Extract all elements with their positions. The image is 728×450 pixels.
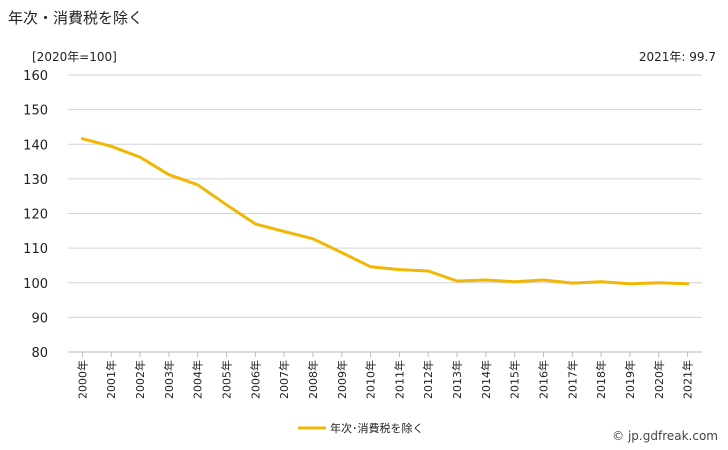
data-point — [311, 237, 315, 240]
x-tick-label: 2021年 — [681, 360, 695, 399]
data-point — [542, 278, 545, 282]
x-axis: 2000年 2001年 2002年 2003年 2004年 2005年 2006年 2007年… — [75, 352, 695, 399]
x-tick-label: 2009年 — [335, 360, 349, 399]
x-tick-label: 2007年 — [277, 360, 291, 399]
data-point — [427, 269, 430, 273]
data-point — [571, 281, 574, 285]
y-tick-label: 110 — [23, 242, 48, 257]
x-tick-label: 2013年 — [450, 360, 464, 399]
x-tick-label: 2006年 — [248, 360, 262, 399]
data-point — [398, 268, 401, 271]
legend-label: 年次･消費税を除く — [330, 421, 424, 435]
data-point — [686, 282, 689, 285]
data-point — [138, 155, 142, 159]
data-point — [110, 145, 113, 148]
data-point — [484, 278, 488, 282]
unit-label: [2020年=100] — [32, 50, 117, 64]
x-tick-label: 2004年 — [191, 360, 205, 399]
x-tick-label: 2014年 — [479, 360, 493, 399]
x-tick-label: 2001年 — [104, 360, 118, 399]
x-tick-label: 2018年 — [594, 360, 608, 399]
y-tick-label: 120 — [23, 208, 48, 223]
x-tick-label: 2003年 — [162, 360, 176, 399]
y-tick-label: 100 — [23, 277, 48, 292]
y-tick-label: 150 — [23, 104, 48, 119]
y-tick-label: 130 — [23, 173, 48, 188]
x-tick-label: 2020年 — [652, 360, 666, 399]
y-tick-label: 80 — [31, 346, 48, 361]
data-point — [167, 173, 171, 176]
x-tick-label: 2012年 — [421, 360, 435, 399]
x-tick-label: 2008年 — [306, 360, 320, 399]
data-point — [81, 137, 84, 140]
legend: 年次･消費税を除く — [298, 421, 424, 435]
data-point — [340, 251, 343, 254]
x-tick-label: 2015年 — [508, 360, 522, 399]
data-point — [254, 222, 257, 226]
grid-lines — [68, 74, 702, 353]
x-tick-label: 2019年 — [623, 360, 637, 399]
series-line — [80, 137, 690, 286]
latest-value-label: 2021年: 99.7 — [638, 50, 716, 64]
y-axis: 80 90 100 110 120 130 140 150 160 — [23, 69, 48, 361]
data-point — [657, 281, 660, 284]
data-point — [225, 203, 228, 207]
data-point — [513, 280, 516, 283]
source-credit: © jp.gdfreak.com — [612, 429, 718, 443]
data-point — [599, 280, 603, 283]
y-tick-label: 160 — [23, 69, 48, 84]
x-tick-label: 2005年 — [220, 360, 234, 399]
x-tick-label: 2000年 — [75, 360, 89, 399]
series-layer — [80, 137, 690, 286]
data-point — [282, 230, 286, 233]
x-tick-label: 2002年 — [133, 360, 147, 399]
data-point — [196, 183, 199, 186]
data-point — [628, 282, 632, 285]
x-tick-label: 2016年 — [537, 360, 551, 399]
y-tick-label: 90 — [31, 311, 48, 326]
data-point — [369, 265, 372, 269]
x-tick-label: 2010年 — [364, 360, 378, 399]
x-tick-label: 2017年 — [565, 360, 579, 399]
y-tick-label: 140 — [23, 138, 48, 153]
data-point — [455, 279, 459, 283]
chart-title: 年次・消費税を除く — [8, 9, 144, 27]
x-tick-label: 2011年 — [392, 360, 406, 399]
